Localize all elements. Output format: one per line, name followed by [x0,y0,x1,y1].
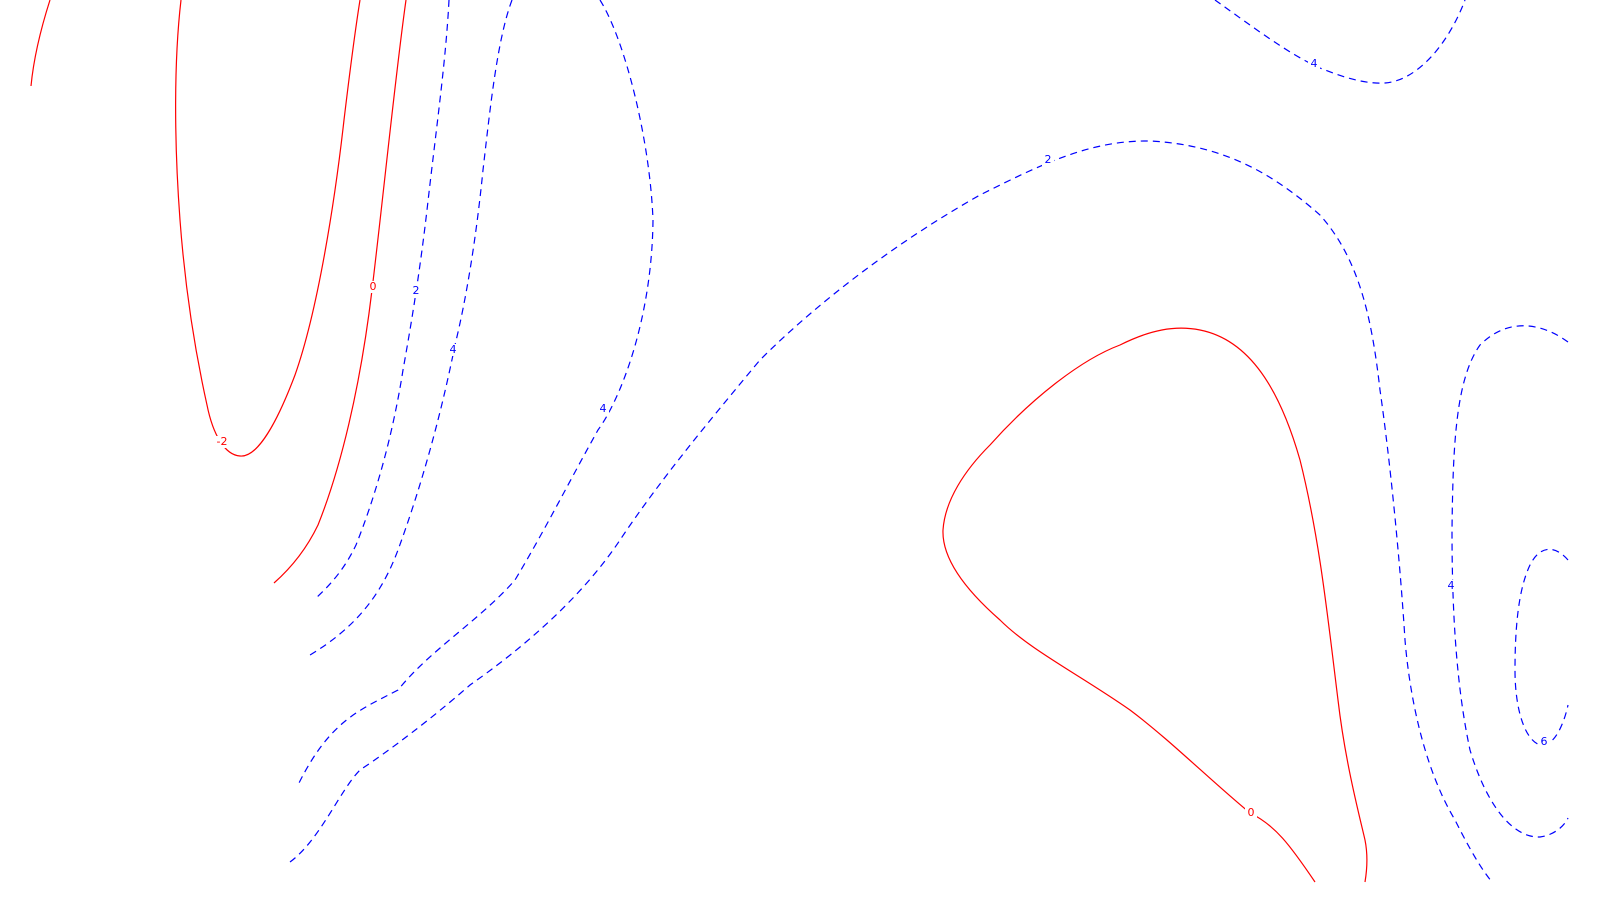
contour-line-level-4 [297,0,654,786]
contour-label: 2 [413,284,420,297]
contour-line-level-0 [30,0,51,87]
contour-line-level-2 [289,140,1493,883]
contour-line-level-neg2 [175,0,361,457]
contour-line-level-2 [315,0,450,599]
contour-label-background [1445,580,1457,592]
contour-label: 4 [1448,579,1455,592]
contour-label: 0 [370,280,377,293]
contour-label: -2 [217,435,228,448]
contour-label: 4 [1311,57,1318,70]
contour-line-level-0 [942,327,1368,883]
contour-label-background [367,281,379,293]
contour-label-background [1245,807,1257,819]
contour-label-background [1538,736,1550,748]
contour-label-background [1308,58,1320,70]
contour-label-background [1042,154,1054,166]
contour-labels: -2 0 2 4 4 2 4 0 4 6 [213,57,1550,819]
contour-label-background [213,436,231,448]
contour-line-level-4 [1214,0,1466,84]
contour-label: 4 [450,343,457,356]
contour-line-level-0 [273,0,407,584]
contour-label-background [410,285,422,297]
contour-label: 4 [600,402,607,415]
contour-label: 0 [1248,806,1255,819]
contour-label-background [447,344,459,356]
contour-label: 6 [1541,735,1548,748]
contour-label-background [597,403,609,415]
contour-lines [30,0,1569,883]
contour-label: 2 [1045,153,1052,166]
